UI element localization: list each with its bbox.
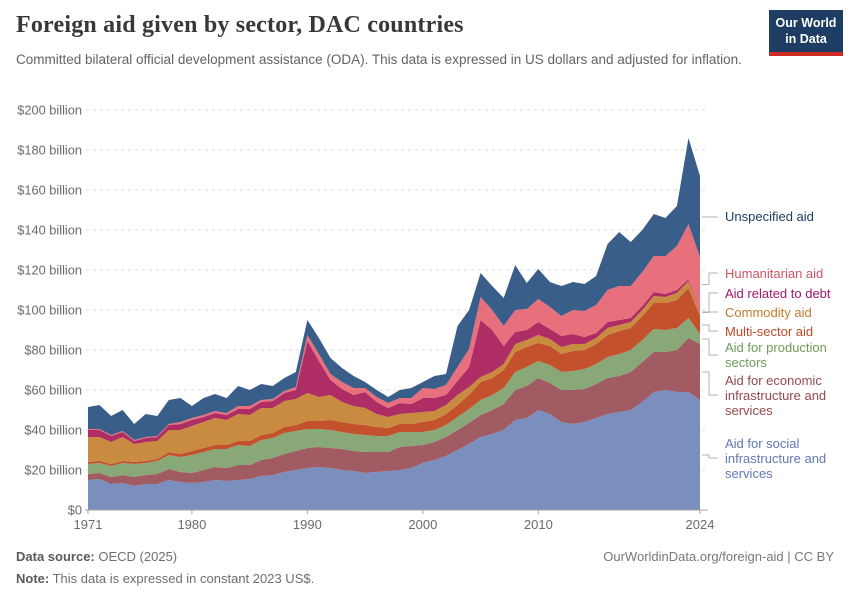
owid-link[interactable]: OurWorldinData.org/foreign-aid | CC BY [603,549,834,564]
chart-footer: Data source: OECD (2025) Note: This data… [16,546,834,590]
data-source-value: OECD (2025) [98,549,178,564]
legend-connector-production [702,338,718,356]
legend-item-debt[interactable]: Aid related to debt [725,286,831,301]
y-axis-label: $80 billion [24,343,82,358]
x-axis-label: 1971 [74,517,103,532]
legend-connector-multi-sector [702,324,718,332]
y-axis-label: $0 [68,503,82,518]
owid-logo-line2: in Data [785,32,827,47]
legend-item-multi-sector[interactable]: Multi-sector aid [725,324,814,339]
y-axis-label: $120 billion [17,263,82,278]
note-value: This data is expressed in constant 2023 … [52,571,315,586]
page-title: Foreign aid given by sector, DAC countri… [16,12,464,38]
legend-item-economic[interactable]: Aid for economic infrastructure and serv… [725,373,827,418]
area-humanitarian[interactable] [88,224,700,441]
area-economic[interactable] [88,338,700,486]
y-axis-label: $20 billion [24,463,82,478]
data-source-label: Data source: [16,549,95,564]
legend-item-commodity[interactable]: Commodity aid [725,305,812,320]
note-line: Note: This data is expressed in constant… [16,568,834,590]
area-unspecified[interactable] [88,138,700,440]
legend-connector-humanitarian [702,272,718,285]
area-commodity[interactable] [88,281,700,464]
y-axis-label: $200 billion [17,103,82,118]
legend-item-social[interactable]: Aid for social infrastructure and servic… [725,436,827,481]
y-axis-label: $100 billion [17,303,82,318]
legend-item-humanitarian[interactable]: Humanitarian aid [725,266,824,281]
legend-connector-social [702,454,718,459]
area-multi-sector[interactable] [88,288,700,466]
x-axis-label: 2010 [524,517,553,532]
area-production[interactable] [88,318,700,477]
note-label: Note: [16,571,50,586]
y-axis-label: $180 billion [17,143,82,158]
legend-item-unspecified[interactable]: Unspecified aid [725,209,814,224]
x-axis: 1971 1980 1990 2000 2010 2024 [74,509,715,532]
x-axis-label: 2000 [408,517,437,532]
areas [88,138,700,510]
data-source-line: Data source: OECD (2025) [16,546,834,568]
owid-logo[interactable]: Our World in Data [769,10,843,56]
area-debt[interactable] [88,279,700,444]
y-axis-label: $60 billion [24,383,82,398]
y-axis-label: $160 billion [17,183,82,198]
y-axis-label: $140 billion [17,223,82,238]
owid-logo-line1: Our World [775,16,837,30]
x-axis-label: 1990 [293,517,322,532]
chart-subtitle: Committed bilateral official development… [16,52,742,67]
y-axis-label: $40 billion [24,423,82,438]
x-axis-label: 2024 [686,517,715,532]
x-axis-label: 1980 [177,517,206,532]
area-social[interactable] [88,390,700,510]
legend-connectors [702,216,718,459]
legend-connector-economic [702,371,718,396]
legend-item-production[interactable]: Aid for production sectors [725,340,827,370]
